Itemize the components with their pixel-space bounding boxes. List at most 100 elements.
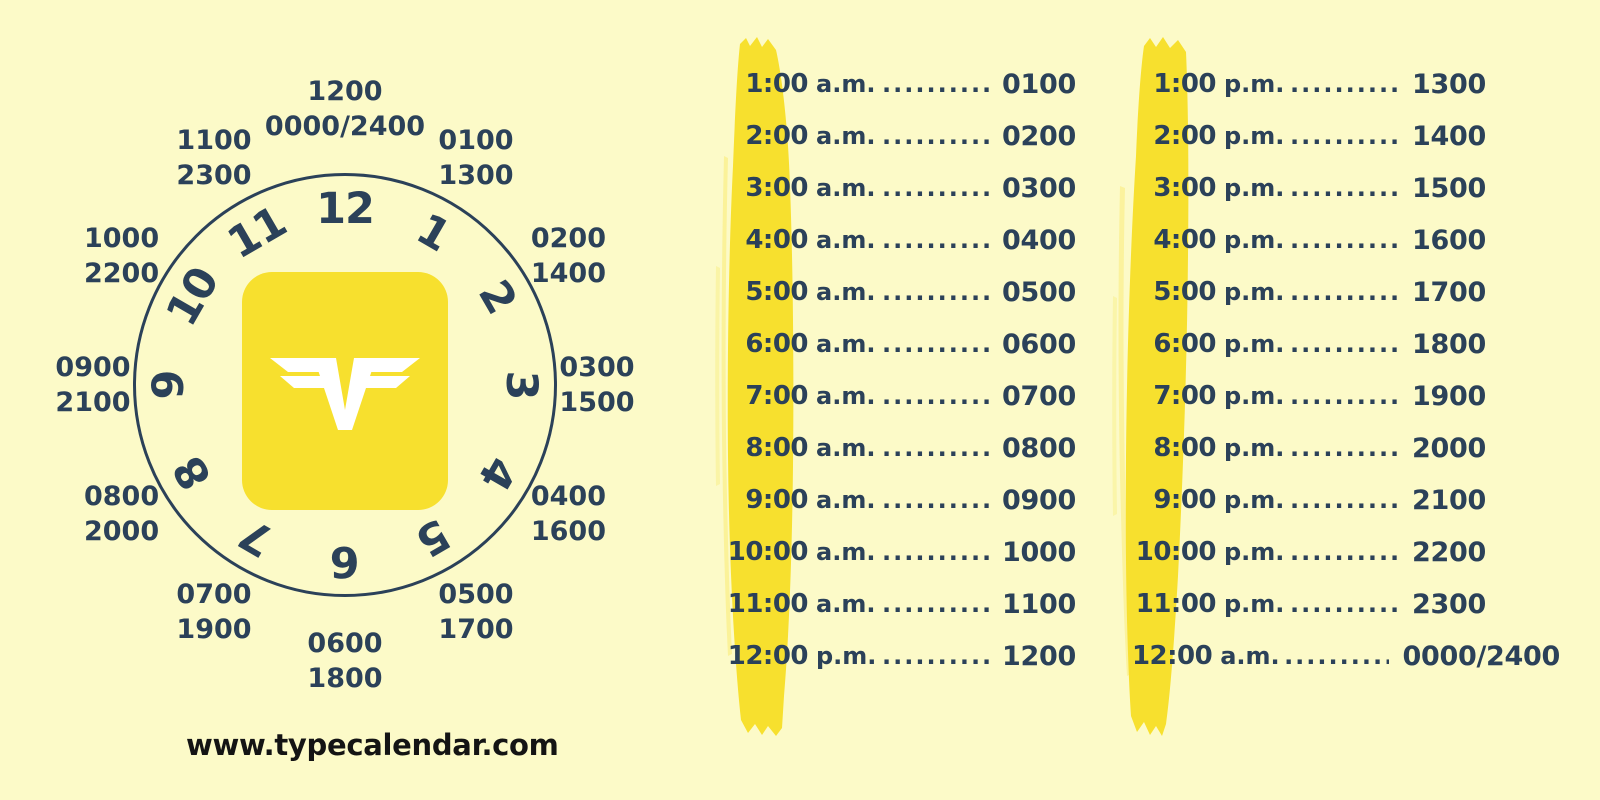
standard-time-value: 1:00: [1153, 69, 1216, 99]
military-label-line1: 0800: [83, 480, 160, 512]
meridiem-label: a.m.: [816, 590, 876, 618]
dot-leader: ...........: [1290, 590, 1398, 618]
conversion-row: 12:00a.m............ 0000/2400: [1100, 632, 1560, 680]
clock-hour-label: 9: [144, 370, 194, 400]
conversion-row: 4:00 a.m............ 0400: [700, 216, 1080, 264]
military-label-hour-11: 1100 2300: [176, 123, 251, 193]
site-url-footer: www.typecalendar.com: [186, 728, 559, 762]
military-time-value: 0300: [1002, 172, 1076, 204]
dot-leader: ...........: [882, 330, 990, 358]
clock-center-logo-tile: [242, 272, 448, 510]
meridiem-label: a.m.: [1220, 642, 1280, 670]
meridiem-label: p.m.: [1224, 174, 1285, 202]
military-label-line2: 0000/2400: [264, 111, 426, 142]
clock-hour-label: 12: [316, 184, 375, 234]
conversion-row: 6:00 p.m............ 1800: [1100, 320, 1560, 368]
military-label-line1: 0300: [559, 351, 635, 383]
military-label-line2: 1500: [559, 387, 635, 418]
conversion-row: 5:00 p.m............ 1700: [1100, 268, 1560, 316]
conversion-row: 8:00 p.m............ 2000: [1100, 424, 1560, 472]
dot-leader: ...........: [882, 226, 990, 254]
dot-leader: ...........: [1290, 538, 1398, 566]
conversion-row: 11:00p.m............ 2300: [1100, 580, 1560, 628]
military-time-value: 0700: [1002, 380, 1076, 412]
military-time-value: 0800: [1002, 432, 1076, 464]
standard-time-value: 4:00: [745, 225, 808, 255]
military-label-line1: 1200: [307, 75, 383, 107]
military-label-hour-8: 0800 2000: [84, 479, 159, 549]
military-time-value: 1000: [1002, 536, 1076, 568]
military-label-hour-10: 1000 2200: [84, 221, 159, 291]
meridiem-label: p.m.: [1224, 486, 1285, 514]
military-time-value: 1900: [1412, 380, 1486, 412]
military-label-hour-12: 1200 0000/2400: [265, 74, 425, 144]
military-time-value: 1800: [1412, 328, 1486, 360]
meridiem-label: a.m.: [816, 278, 876, 306]
dot-leader: ...........: [1290, 486, 1398, 514]
meridiem-label: a.m.: [816, 486, 876, 514]
dot-leader: ...........: [882, 174, 990, 202]
military-time-value: 2200: [1412, 536, 1486, 568]
conversion-column-am: 1:00 a.m............ 0100 2:00 a.m..........…: [700, 0, 1080, 800]
dot-leader: ...........: [882, 590, 990, 618]
conversion-row: 9:00 a.m............ 0900: [700, 476, 1080, 524]
military-time-value: 0200: [1002, 120, 1076, 152]
meridiem-label: a.m.: [816, 122, 876, 150]
dot-leader: ...........: [882, 538, 990, 566]
dot-leader: ...........: [1290, 382, 1398, 410]
military-time-value: 1400: [1412, 120, 1486, 152]
conversion-row: 10:00p.m............ 2200: [1100, 528, 1560, 576]
standard-time-value: 5:00: [745, 277, 808, 307]
military-time-value: 2100: [1412, 484, 1486, 516]
military-label-line1: 1100: [176, 125, 252, 156]
meridiem-label: a.m.: [816, 382, 876, 410]
dot-leader: ...........: [1284, 642, 1388, 670]
meridiem-label: a.m.: [816, 226, 876, 254]
conversion-row: 1:00 p.m............ 1300: [1100, 60, 1560, 108]
meridiem-label: p.m.: [1224, 70, 1285, 98]
dot-leader: ...........: [882, 434, 990, 462]
standard-time-value: 3:00: [1153, 173, 1216, 203]
military-label-line1: 0200: [530, 222, 606, 254]
standard-time-value: 8:00: [745, 433, 808, 463]
military-label-line2: 2200: [83, 258, 160, 289]
conversion-row: 8:00 a.m............ 0800: [700, 424, 1080, 472]
military-time-value: 1500: [1412, 172, 1486, 204]
standard-time-value: 2:00: [1153, 121, 1216, 151]
standard-time-value: 3:00: [745, 173, 808, 203]
military-label-line2: 1700: [438, 613, 514, 645]
standard-time-value: 11:00: [727, 589, 809, 619]
military-label-hour-6: 0600 1800: [307, 626, 382, 696]
standard-time-value: 2:00: [745, 121, 808, 151]
military-time-value: 0900: [1002, 484, 1076, 516]
dot-leader: ...........: [1290, 226, 1398, 254]
meridiem-label: p.m.: [816, 642, 877, 670]
military-label-hour-2: 0200 1400: [531, 221, 606, 291]
military-label-line2: 1400: [530, 258, 606, 289]
dot-leader: ...........: [1290, 278, 1398, 306]
military-label-hour-1: 0100 1300: [438, 123, 513, 193]
military-time-value: 0000/2400: [1402, 640, 1561, 672]
meridiem-label: p.m.: [1224, 538, 1285, 566]
conversion-row: 7:00 a.m............ 0700: [700, 372, 1080, 420]
military-time-value: 1700: [1412, 276, 1486, 308]
dot-leader: ...........: [1290, 434, 1398, 462]
military-label-line1: 0700: [176, 578, 252, 610]
conversion-row: 9:00 p.m............ 2100: [1100, 476, 1560, 524]
military-time-value: 0600: [1002, 328, 1076, 360]
conversion-row: 2:00 p.m............ 1400: [1100, 112, 1560, 160]
conversion-rows-am: 1:00 a.m............ 0100 2:00 a.m..........…: [700, 0, 1080, 800]
military-label-line2: 1900: [176, 613, 252, 645]
standard-time-value: 6:00: [745, 329, 808, 359]
military-label-line1: 0900: [55, 351, 131, 383]
conversion-row: 3:00 p.m............ 1500: [1100, 164, 1560, 212]
dot-leader: ...........: [882, 642, 990, 670]
standard-time-value: 5:00: [1153, 277, 1216, 307]
meridiem-label: p.m.: [1224, 330, 1285, 358]
standard-time-value: 9:00: [745, 485, 808, 515]
military-label-hour-7: 0700 1900: [176, 577, 251, 647]
military-time-value: 2300: [1412, 588, 1486, 620]
military-time-value: 2000: [1412, 432, 1486, 464]
military-label-line2: 2100: [55, 387, 131, 418]
